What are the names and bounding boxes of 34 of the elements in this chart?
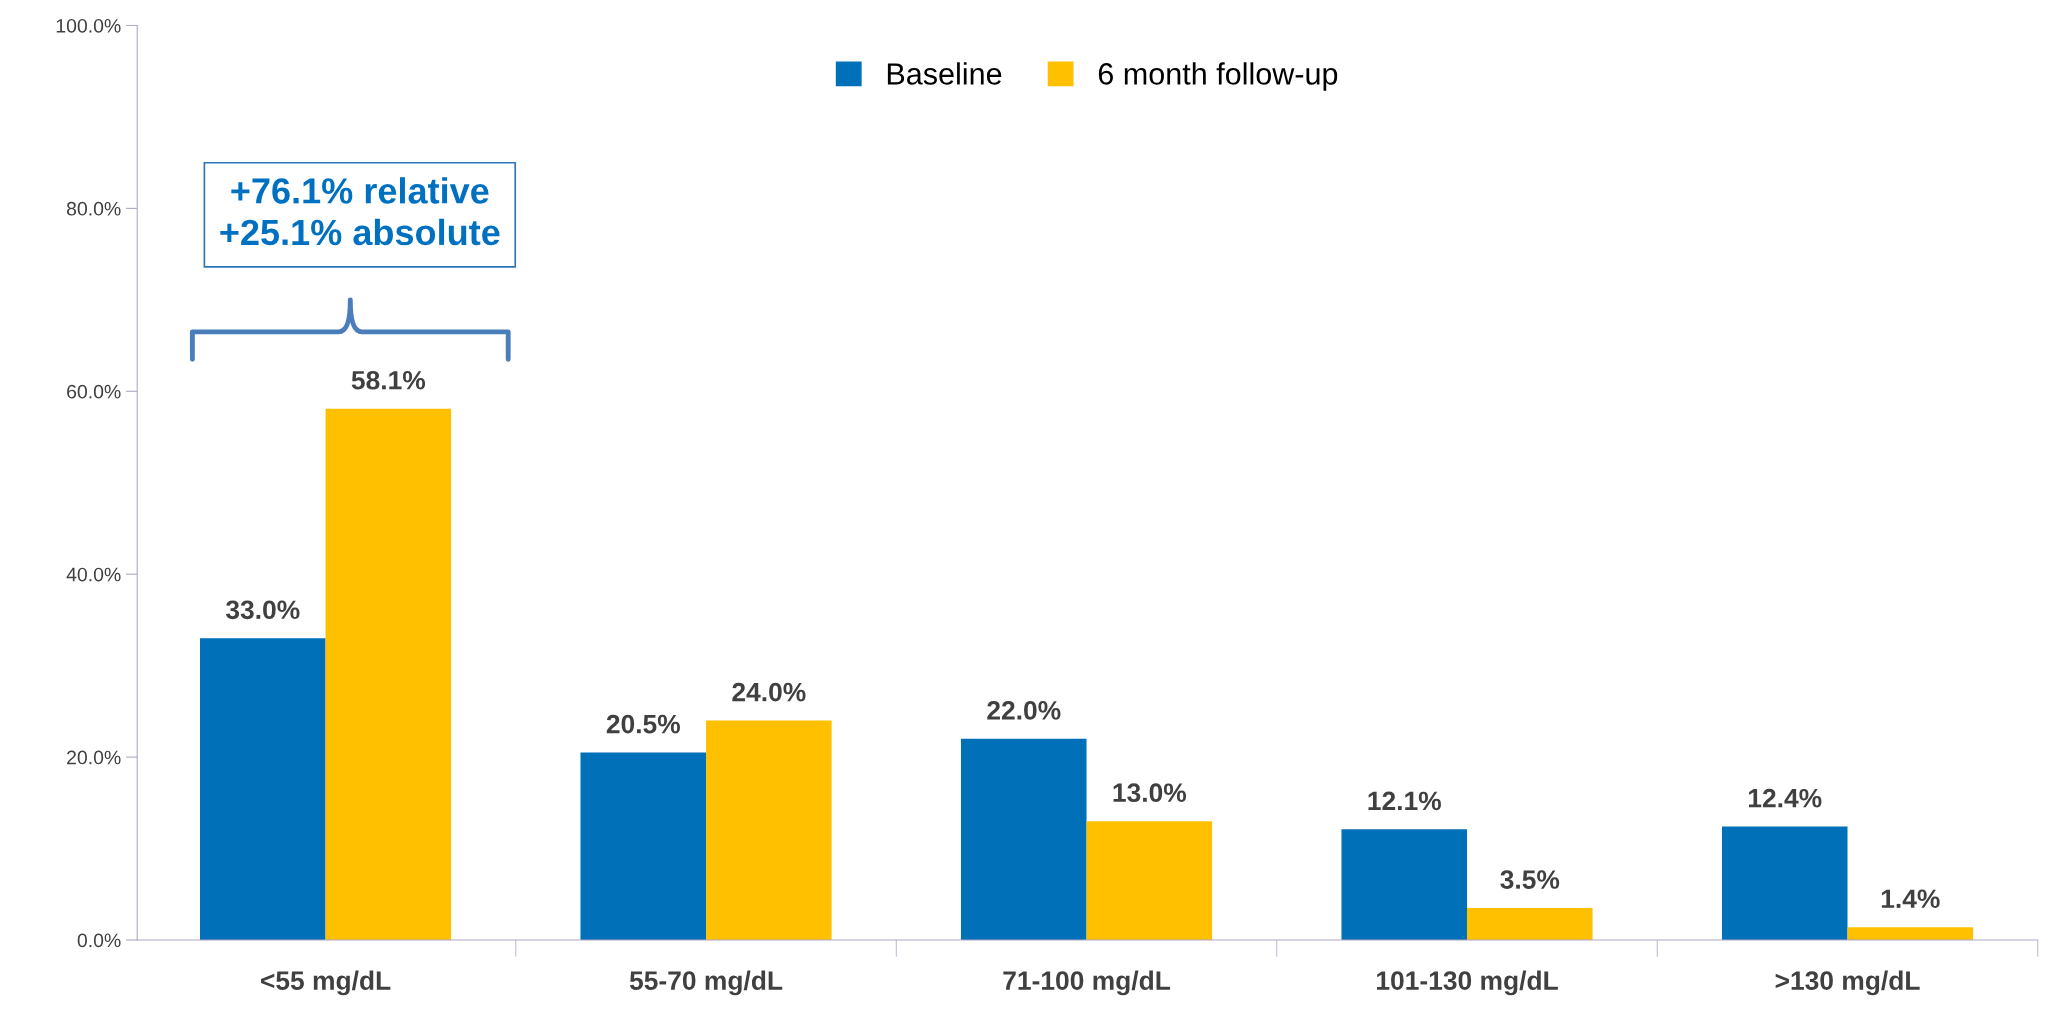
x-tick-label: >130 mg/dL [1775,970,1920,996]
bar [325,408,452,941]
y-tick-label: 20.0% [67,750,121,765]
y-tick-label: 0.0% [77,933,121,948]
legend-label: Baseline [887,62,1002,85]
x-tick-label: 55-70 mg/dL [629,970,783,996]
y-tick-label: 60.0% [67,384,121,399]
bar [200,638,326,941]
y-tick-label: 80.0% [66,201,121,216]
data-label: 58.1% [351,370,426,390]
y-tick-label: 40.0% [66,567,121,582]
data-label: 12.1% [1368,791,1441,811]
data-label: 3.5% [1500,870,1560,889]
bar [1086,821,1213,941]
bar [1721,826,1848,941]
bar [1847,927,1974,941]
data-label: 13.0% [1113,783,1187,803]
bar [1341,829,1468,941]
y-tick-label: 100.0% [56,18,121,33]
data-label: 12.4% [1748,788,1822,808]
bar [706,720,832,941]
legend-label: 6 month follow-up [1098,62,1338,91]
data-label: 24.0% [732,682,806,702]
bar [1467,908,1593,941]
data-label: 20.5% [606,714,680,734]
annotation: +76.1% relative +25.1% absolute [220,177,500,246]
x-tick-label: 101-130 mg/dL [1377,970,1558,996]
x-tick-label: 71-100 mg/dL [1003,970,1171,996]
bar [960,738,1087,941]
data-label: 1.4% [1881,889,1940,909]
x-tick-label: <55 mg/dL [261,970,391,996]
data-label: 33.0% [225,600,300,620]
data-label: 22.0% [987,701,1061,720]
bar [580,752,707,941]
